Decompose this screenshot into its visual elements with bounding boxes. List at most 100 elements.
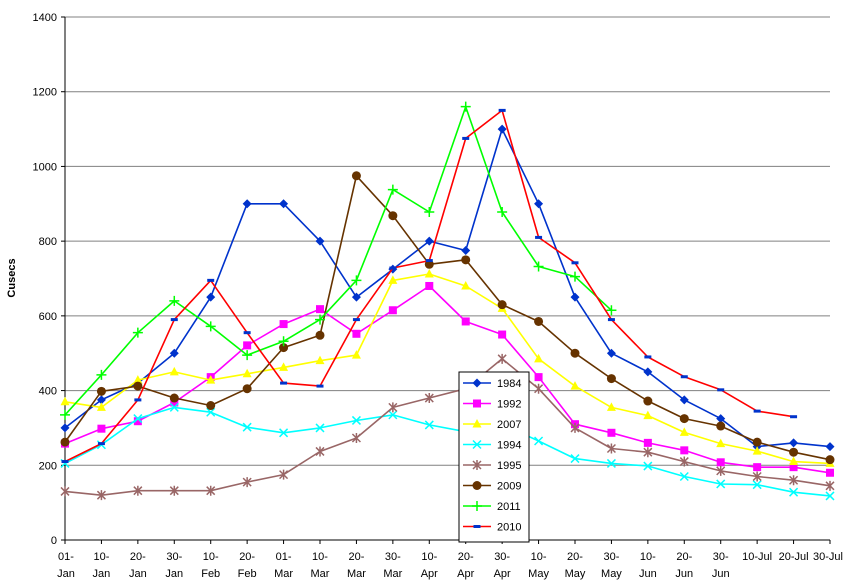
x-tick-label: 30- (603, 551, 619, 563)
data-point (61, 460, 69, 464)
legend-label: 2009 (497, 481, 521, 493)
y-tick-label: 600 (39, 311, 57, 323)
legend-label: 1994 (497, 440, 521, 452)
data-point (97, 442, 105, 446)
data-point (752, 437, 762, 447)
data-point (169, 485, 179, 496)
data-point (424, 393, 434, 404)
data-point (825, 455, 835, 465)
data-point (679, 395, 689, 405)
data-point (206, 485, 216, 496)
y-axis-label: Cusecs (6, 258, 18, 297)
legend-entry-1992: 1992 (463, 399, 521, 411)
data-point (789, 447, 799, 457)
data-point (825, 491, 835, 501)
data-point (243, 341, 252, 350)
x-tick-label: 20- (567, 551, 583, 563)
data-point (352, 329, 361, 338)
x-tick-label-line2: Jan (165, 568, 183, 580)
data-point (716, 458, 725, 467)
x-tick-label: 10- (421, 551, 437, 563)
data-point (133, 485, 143, 496)
data-point (570, 348, 580, 358)
data-point (473, 399, 481, 408)
series-line (64, 175, 831, 461)
x-tick-label-line2: Apr (457, 568, 474, 580)
data-point (351, 275, 362, 286)
data-point (570, 271, 580, 282)
series-line (64, 273, 831, 465)
y-tick-label: 800 (39, 236, 57, 248)
legend-entry-2011: 2011 (463, 501, 521, 513)
data-point (752, 480, 762, 490)
data-point (534, 353, 544, 363)
series-2009 (60, 171, 835, 465)
data-point (790, 415, 798, 419)
series-line (64, 128, 831, 448)
data-point (424, 269, 434, 278)
data-point (170, 318, 178, 322)
data-point (607, 318, 615, 322)
legend-label: 1992 (497, 399, 521, 411)
x-tick-label: 20- (348, 551, 364, 563)
legend-entry-1994: 1994 (463, 440, 521, 452)
data-point (717, 388, 725, 392)
data-point (96, 395, 106, 405)
data-point (316, 305, 324, 314)
data-point (279, 469, 289, 480)
x-tick-label-line2: Jun (639, 568, 657, 580)
legend-entry-1995: 1995 (463, 460, 521, 472)
data-point (206, 407, 216, 417)
data-point (644, 355, 652, 359)
y-tick-label: 1000 (33, 161, 57, 173)
x-tick-label-line2: May (528, 568, 549, 580)
data-point (497, 353, 507, 364)
x-tick-label-line2: May (565, 568, 586, 580)
data-point (242, 368, 252, 378)
x-tick-label: 30-Jul (813, 551, 843, 563)
x-tick-label: 20- (676, 551, 692, 563)
x-tick-label-line2: Jun (712, 568, 730, 580)
data-point (606, 402, 616, 411)
data-point (716, 479, 726, 489)
series-line (64, 358, 831, 496)
data-point (388, 402, 398, 413)
data-point (315, 236, 325, 246)
data-point (472, 501, 482, 511)
legend-entry-2009: 2009 (463, 481, 521, 493)
x-tick-label: 20-Jul (779, 551, 809, 563)
x-tick-label-line2: Apr (494, 568, 511, 580)
data-point (498, 108, 506, 112)
legend-label: 2011 (497, 501, 521, 513)
data-point (243, 331, 251, 335)
data-point (352, 318, 360, 322)
data-point (96, 386, 106, 396)
data-point (535, 235, 543, 239)
data-point (206, 375, 216, 384)
data-point (679, 427, 689, 436)
data-point (534, 383, 544, 394)
y-axis-ticks: 0 200 400 600 800 1000 1200 1400 (33, 12, 65, 547)
y-tick-label: 1200 (33, 87, 57, 99)
data-point (570, 454, 580, 464)
data-point (60, 396, 70, 406)
x-tick-label: 30- (494, 551, 510, 563)
data-point (461, 245, 471, 255)
data-point (472, 460, 482, 470)
data-point (753, 463, 762, 472)
series-line (64, 285, 831, 474)
data-point (169, 295, 180, 306)
data-point (169, 393, 179, 403)
data-point (169, 366, 179, 376)
data-point (643, 461, 653, 471)
data-point (425, 281, 434, 290)
data-point (206, 292, 216, 302)
data-point (351, 433, 361, 444)
data-point (134, 398, 142, 402)
data-point (315, 314, 325, 325)
data-point (753, 409, 761, 413)
x-tick-label-line2: Mar (347, 568, 366, 580)
data-point (825, 480, 835, 491)
x-tick-label-line2: Jan (57, 568, 75, 580)
